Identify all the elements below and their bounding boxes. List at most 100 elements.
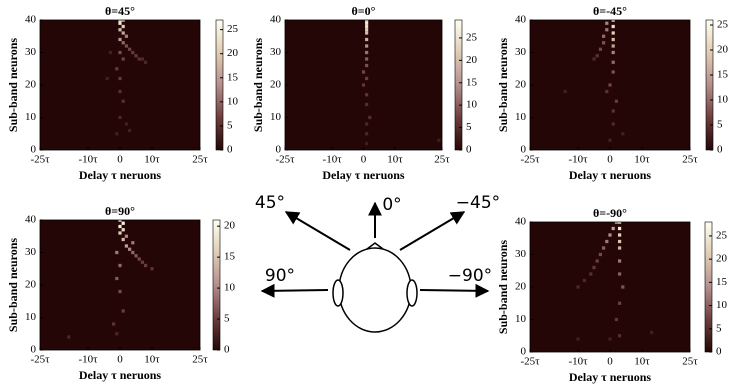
cell — [605, 89, 609, 94]
x-tick-label: 25τ — [192, 354, 208, 366]
cell — [618, 239, 622, 244]
cell — [118, 263, 122, 268]
cell — [128, 47, 132, 51]
x-axis-label: Delay τ neruons — [569, 370, 652, 384]
cell — [618, 222, 622, 224]
cell — [611, 31, 615, 35]
y-tick-label: 40 — [515, 14, 527, 26]
cell — [124, 122, 128, 126]
x-tick-label: 0 — [361, 154, 367, 166]
cell — [611, 37, 615, 42]
colorbar — [215, 19, 224, 151]
colorbar-tick-label: 15 — [224, 251, 236, 263]
arrow — [284, 211, 351, 251]
cell — [365, 21, 369, 25]
cell — [611, 50, 615, 55]
cell — [121, 31, 125, 35]
y-axis-label: Sub-band neurons — [496, 240, 510, 334]
cell — [368, 115, 372, 120]
colorbar-tick-label: 0 — [466, 144, 472, 156]
cell — [137, 57, 141, 61]
colorbar-tick-label: 15 — [716, 276, 728, 288]
cell — [115, 332, 119, 336]
cell — [118, 289, 122, 294]
cell — [365, 24, 369, 29]
plot-background — [40, 20, 200, 150]
cell — [650, 330, 654, 335]
cell — [614, 99, 618, 103]
y-axis-label: Sub-band neurons — [251, 38, 265, 132]
cell — [365, 57, 369, 61]
colorbar-tick-label: 5 — [224, 313, 230, 325]
cell — [595, 259, 599, 263]
cell — [121, 237, 125, 242]
cell — [611, 70, 615, 74]
x-tick-label: 0 — [117, 354, 123, 366]
colorbar — [212, 219, 221, 351]
y-tick-label: 30 — [270, 46, 282, 58]
cell — [598, 47, 602, 51]
cell — [124, 244, 128, 248]
cell — [361, 70, 366, 74]
cell — [112, 322, 116, 326]
x-tick-label: 10τ — [144, 354, 160, 366]
cell — [365, 63, 369, 68]
cell — [365, 132, 369, 136]
cell — [121, 228, 125, 232]
colorbar-tick-label: 10 — [466, 99, 478, 111]
x-axis-label: Delay τ neruons — [79, 168, 162, 182]
cell — [361, 83, 366, 87]
cell — [144, 60, 148, 64]
y-axis-label: Sub-band neurons — [6, 38, 20, 132]
colorbar-tick-label: 10 — [717, 94, 729, 106]
x-tick-label: -25τ — [30, 154, 50, 166]
chart-title: θ=-90° — [593, 206, 627, 220]
cell — [608, 337, 612, 341]
arrow — [260, 283, 329, 298]
cells — [67, 220, 154, 339]
y-tick-label: 40 — [515, 216, 527, 228]
arrow — [399, 211, 466, 251]
y-tick-label: 20 — [270, 79, 282, 91]
cell — [589, 272, 593, 276]
cell — [150, 267, 154, 271]
y-tick-label: 30 — [25, 246, 37, 258]
cell — [365, 20, 369, 22]
head — [338, 247, 412, 333]
cell — [121, 41, 125, 45]
cell — [140, 260, 144, 264]
cell — [618, 334, 622, 338]
cell — [611, 44, 615, 48]
cell — [582, 278, 586, 283]
cell — [118, 89, 122, 94]
cell — [618, 259, 622, 263]
colorbar-tick-label: 0 — [224, 344, 230, 356]
cell — [140, 57, 144, 61]
y-tick-label: 40 — [270, 14, 282, 26]
colorbar-tick-label: 20 — [466, 54, 478, 66]
cells — [576, 222, 654, 341]
chart-title: θ=0° — [352, 4, 376, 18]
colorbar-tick-label: 5 — [717, 119, 723, 131]
colorbar-tick-label: 20 — [717, 44, 729, 56]
cells — [563, 20, 625, 142]
cell — [611, 226, 615, 231]
cell — [618, 246, 622, 250]
y-tick-label: 0 — [31, 144, 37, 156]
cell — [365, 28, 369, 32]
x-tick-label: -25τ — [520, 356, 540, 368]
angle-label: 90° — [265, 266, 295, 286]
cell — [602, 41, 606, 45]
colorbar-tick-label: 5 — [466, 121, 472, 133]
cell — [67, 335, 71, 339]
cell — [608, 233, 612, 237]
cell — [365, 44, 369, 48]
x-tick-label: 10τ — [634, 154, 650, 166]
angle-label: −45° — [456, 193, 500, 213]
cell — [365, 93, 369, 97]
cell — [621, 132, 625, 136]
y-tick-label: 10 — [515, 313, 527, 325]
cell — [365, 50, 369, 55]
y-tick-label: 20 — [25, 279, 37, 291]
cell — [611, 24, 615, 29]
